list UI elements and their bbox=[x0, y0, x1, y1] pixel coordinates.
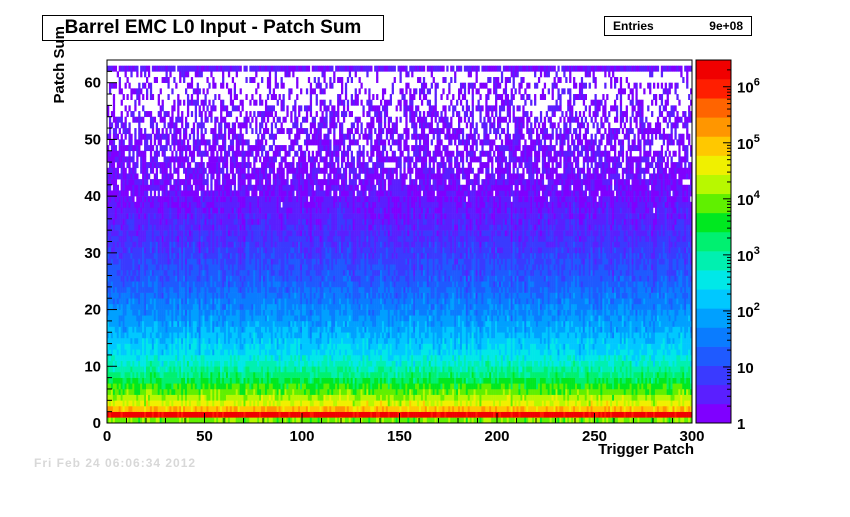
heatmap-cells bbox=[107, 65, 693, 424]
colorbar-band bbox=[696, 174, 731, 195]
y-tick-label: 20 bbox=[84, 302, 101, 319]
colorbar-band bbox=[696, 98, 731, 118]
x-axis-label: Trigger Patch bbox=[598, 441, 694, 458]
y-tick-label: 10 bbox=[84, 358, 101, 375]
stats-entries-label: Entries bbox=[613, 19, 654, 33]
colorbar-band bbox=[696, 251, 731, 271]
colorbar-tick-label: 102 bbox=[737, 301, 760, 321]
colorbar-tick-label: 106 bbox=[737, 77, 760, 97]
colorbar-band bbox=[696, 289, 731, 309]
colorbar-band bbox=[696, 117, 731, 137]
y-tick-label: 30 bbox=[84, 245, 101, 262]
colorbar-band bbox=[696, 60, 731, 80]
colorbar-band bbox=[696, 384, 731, 405]
colorbar-band bbox=[696, 365, 731, 386]
timestamp-text: Fri Feb 24 06:06:34 2012 bbox=[34, 456, 197, 470]
colorbar-tick-label: 1 bbox=[737, 416, 745, 433]
x-tick-label: 50 bbox=[196, 428, 213, 445]
colorbar-tick-label: 105 bbox=[737, 133, 760, 153]
colorbar-band bbox=[696, 327, 731, 347]
stats-box: Entries 9e+08 bbox=[604, 16, 752, 36]
y-axis-label: Patch Sum bbox=[51, 26, 68, 104]
colorbar-band bbox=[696, 79, 731, 99]
colorbar-band bbox=[696, 346, 731, 366]
colorbar-tick-label: 103 bbox=[737, 245, 760, 265]
y-tick-label: 0 bbox=[93, 415, 101, 432]
colorbar-band bbox=[696, 193, 731, 214]
y-tick-label: 40 bbox=[84, 188, 101, 205]
x-tick-label: 100 bbox=[289, 428, 314, 445]
colorbar-band bbox=[696, 136, 731, 156]
colorbar-frame bbox=[695, 59, 732, 424]
colorbar-tick-label: 104 bbox=[737, 189, 761, 209]
x-tick-label: 300 bbox=[679, 428, 704, 445]
y-tick-label: 60 bbox=[84, 75, 101, 92]
stats-entries-value: 9e+08 bbox=[709, 19, 743, 33]
colorbar-band bbox=[696, 231, 731, 252]
colorbar-band bbox=[696, 403, 731, 424]
colorbar-band bbox=[696, 270, 731, 290]
x-tick-label: 200 bbox=[484, 428, 509, 445]
chart-title: Barrel EMC L0 Input - Patch Sum bbox=[42, 15, 384, 41]
colorbar-tick-label: 10 bbox=[737, 360, 754, 377]
x-tick-label: 0 bbox=[103, 428, 111, 445]
colorbar-band bbox=[696, 308, 731, 328]
y-tick-label: 50 bbox=[84, 131, 101, 148]
colorbar-band bbox=[696, 155, 731, 175]
colorbar-band bbox=[696, 212, 731, 233]
x-tick-label: 250 bbox=[582, 428, 607, 445]
x-tick-label: 150 bbox=[387, 428, 412, 445]
